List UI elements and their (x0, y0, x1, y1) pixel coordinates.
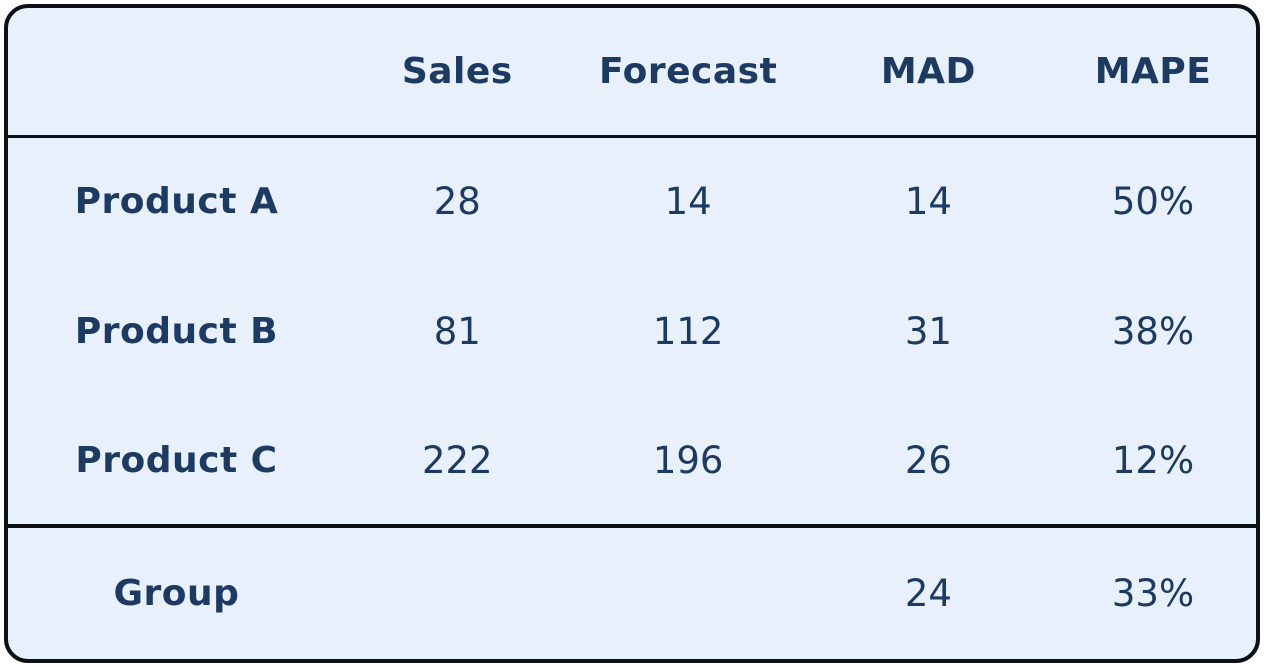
row-label-product-b: Product B (74, 310, 279, 352)
row-label-group: Group (8, 524, 345, 659)
cell-product-b-forecast: 112 (652, 309, 724, 353)
cell-product-a-mad: 14 (904, 180, 952, 224)
cell-product-b-mad: 31 (904, 309, 952, 353)
cell-product-c-mad: 26 (904, 438, 952, 482)
cell-product-c-forecast: 196 (652, 438, 724, 482)
cell-group-forecast (569, 524, 807, 659)
row-label-product-a: Product A (74, 181, 279, 223)
cell-group-sales (344, 524, 570, 659)
table-row-product-c: Product C 222 196 26 12% (8, 396, 1256, 526)
footer-row-group: Group 24 33% (8, 524, 1256, 659)
cell-group-mad: 24 (806, 524, 1051, 659)
cell-product-a-sales: 28 (433, 180, 481, 224)
header-row: Sales Forecast MAD MAPE (8, 8, 1256, 138)
forecast-metrics-table: Sales Forecast MAD MAPE Product A 28 14 … (8, 8, 1256, 659)
cell-product-a-mape: 50% (1111, 180, 1195, 224)
cell-product-c-sales: 222 (421, 438, 493, 482)
col-header-sales: Sales (344, 8, 570, 138)
table-row-product-a: Product A 28 14 14 50% (8, 136, 1256, 266)
col-header-mad: MAD (806, 8, 1051, 138)
table-row-product-b: Product B 81 112 31 38% (8, 266, 1256, 396)
cell-product-a-forecast: 14 (664, 180, 712, 224)
cell-product-b-mape: 38% (1111, 309, 1195, 353)
col-header-forecast: Forecast (569, 8, 807, 138)
corner-cell (8, 8, 345, 138)
cell-product-c-mape: 12% (1111, 438, 1195, 482)
col-header-mape: MAPE (1050, 8, 1256, 138)
metrics-table-card: Sales Forecast MAD MAPE Product A 28 14 … (4, 4, 1260, 663)
cell-group-mape: 33% (1050, 524, 1256, 659)
cell-product-b-sales: 81 (433, 309, 481, 353)
row-label-product-c: Product C (75, 439, 278, 481)
